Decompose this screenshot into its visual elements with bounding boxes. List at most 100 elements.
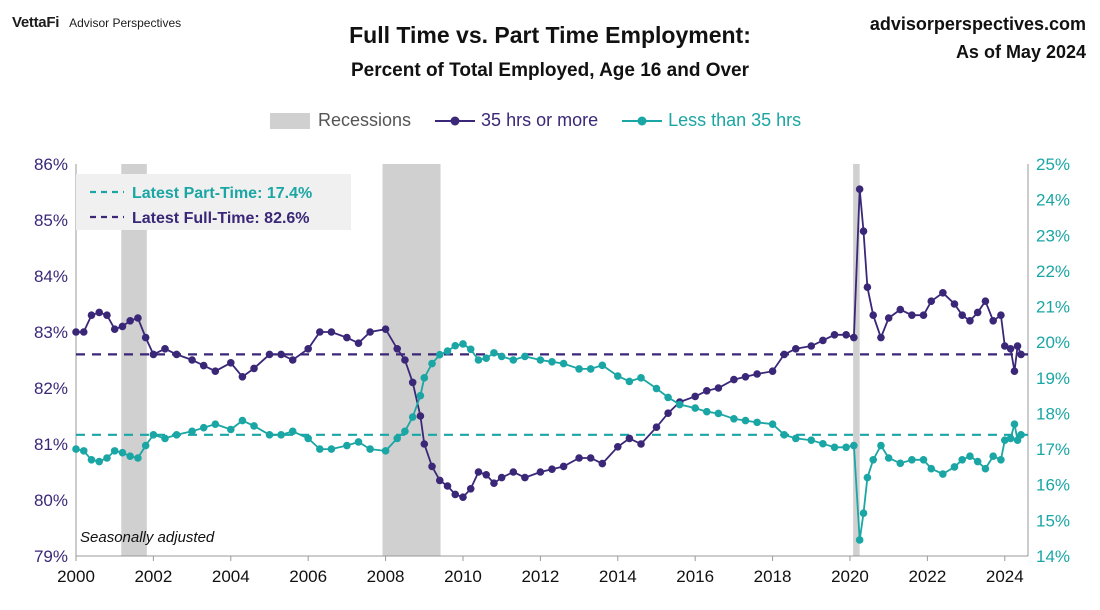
x-tick-label: 2010 <box>444 567 482 586</box>
right-tick-label: 14% <box>1036 547 1070 566</box>
data-point-part-time <box>466 345 475 354</box>
data-point-part-time <box>625 377 634 386</box>
data-point-full-time <box>997 311 1005 320</box>
data-point-full-time <box>664 409 672 418</box>
data-point-full-time <box>691 392 699 401</box>
data-point-part-time <box>103 454 111 462</box>
x-tick-label: 2008 <box>367 567 405 586</box>
data-point-full-time <box>188 356 196 364</box>
data-point-part-time <box>435 350 444 359</box>
data-point-full-time <box>598 459 607 468</box>
data-point-full-time <box>343 333 351 342</box>
data-point-full-time <box>420 440 429 448</box>
data-point-part-time <box>908 455 916 464</box>
data-point-part-time <box>714 409 723 418</box>
data-point-part-time <box>939 470 947 478</box>
latest-value-label: Latest Full-Time: 82.6% <box>132 210 310 227</box>
data-point-full-time <box>149 350 158 359</box>
data-point-part-time <box>451 341 460 350</box>
data-point-full-time <box>884 314 893 322</box>
data-point-full-time <box>393 345 402 353</box>
data-point-part-time <box>420 374 429 382</box>
right-tick-label: 15% <box>1036 511 1070 530</box>
data-point-part-time <box>675 400 684 409</box>
data-point-full-time <box>981 297 990 306</box>
x-tick-label: 2024 <box>986 567 1024 586</box>
data-point-part-time <box>548 357 556 366</box>
legend-full-time-swatch <box>435 116 476 125</box>
data-point-part-time <box>859 509 868 518</box>
data-point-part-time <box>652 384 661 393</box>
data-point-part-time <box>401 427 409 436</box>
data-point-part-time <box>134 454 142 462</box>
data-point-part-time <box>958 455 967 464</box>
data-point-full-time <box>408 378 417 387</box>
data-point-full-time <box>613 443 622 451</box>
data-point-part-time <box>288 427 297 436</box>
data-point-full-time <box>134 314 142 322</box>
data-point-part-time <box>238 416 247 425</box>
data-point-part-time <box>343 441 351 450</box>
x-tick-label: 2004 <box>212 567 250 586</box>
data-point-full-time <box>625 434 634 443</box>
data-point-part-time <box>226 425 235 434</box>
data-point-full-time <box>87 311 96 320</box>
data-point-part-time <box>316 445 324 453</box>
data-point-full-time <box>586 454 595 462</box>
data-point-part-time <box>87 455 96 464</box>
data-point-part-time <box>393 434 402 443</box>
as-of-date: As of May 2024 <box>955 42 1086 62</box>
data-point-part-time <box>741 416 750 425</box>
data-point-full-time <box>443 482 452 490</box>
right-tick-label: 21% <box>1036 298 1070 317</box>
data-point-part-time <box>72 445 80 453</box>
series-line-full-time <box>76 189 1022 499</box>
legend-recessions-label: Recessions <box>318 110 412 130</box>
data-point-part-time <box>730 415 738 423</box>
data-point-part-time <box>199 423 208 432</box>
right-tick-label: 22% <box>1036 262 1070 281</box>
data-point-part-time <box>277 431 285 439</box>
data-point-part-time <box>863 473 872 482</box>
right-tick-label: 25% <box>1036 155 1070 174</box>
x-tick-label: 2012 <box>521 567 559 586</box>
data-point-full-time <box>753 370 761 378</box>
data-point-part-time <box>497 352 506 361</box>
data-point-full-time <box>474 468 483 476</box>
right-tick-label: 23% <box>1036 226 1070 245</box>
data-point-part-time <box>161 434 169 443</box>
data-point-full-time <box>141 333 150 342</box>
data-point-full-time <box>842 331 850 339</box>
legend-full-time-label: 35 hrs or more <box>481 110 599 130</box>
data-point-full-time <box>559 462 568 471</box>
data-point-full-time <box>366 328 374 336</box>
data-point-full-time <box>908 311 916 320</box>
data-point-full-time <box>958 311 967 320</box>
data-point-full-time <box>768 367 777 376</box>
data-point-part-time <box>884 454 893 462</box>
data-point-part-time <box>981 464 990 473</box>
data-point-part-time <box>490 349 498 357</box>
data-point-full-time <box>288 356 297 364</box>
data-point-part-time <box>443 347 452 355</box>
data-point-full-time <box>863 283 872 292</box>
data-point-part-time <box>459 340 467 348</box>
data-point-part-time <box>877 441 885 450</box>
data-point-part-time <box>250 422 258 430</box>
data-point-full-time <box>265 350 274 359</box>
data-point-part-time <box>559 359 568 368</box>
data-point-part-time <box>919 455 928 464</box>
data-point-part-time <box>989 452 997 461</box>
data-point-part-time <box>211 420 220 428</box>
data-point-full-time <box>103 311 111 320</box>
data-point-part-time <box>896 459 905 468</box>
data-point-part-time <box>850 441 858 450</box>
data-point-full-time <box>896 305 905 314</box>
data-point-full-time <box>521 473 529 482</box>
data-point-part-time <box>997 455 1005 464</box>
data-point-part-time <box>95 457 104 466</box>
left-tick-label: 81% <box>34 435 68 454</box>
data-point-part-time <box>536 356 545 364</box>
right-tick-label: 17% <box>1036 440 1070 459</box>
data-point-full-time <box>702 387 711 395</box>
